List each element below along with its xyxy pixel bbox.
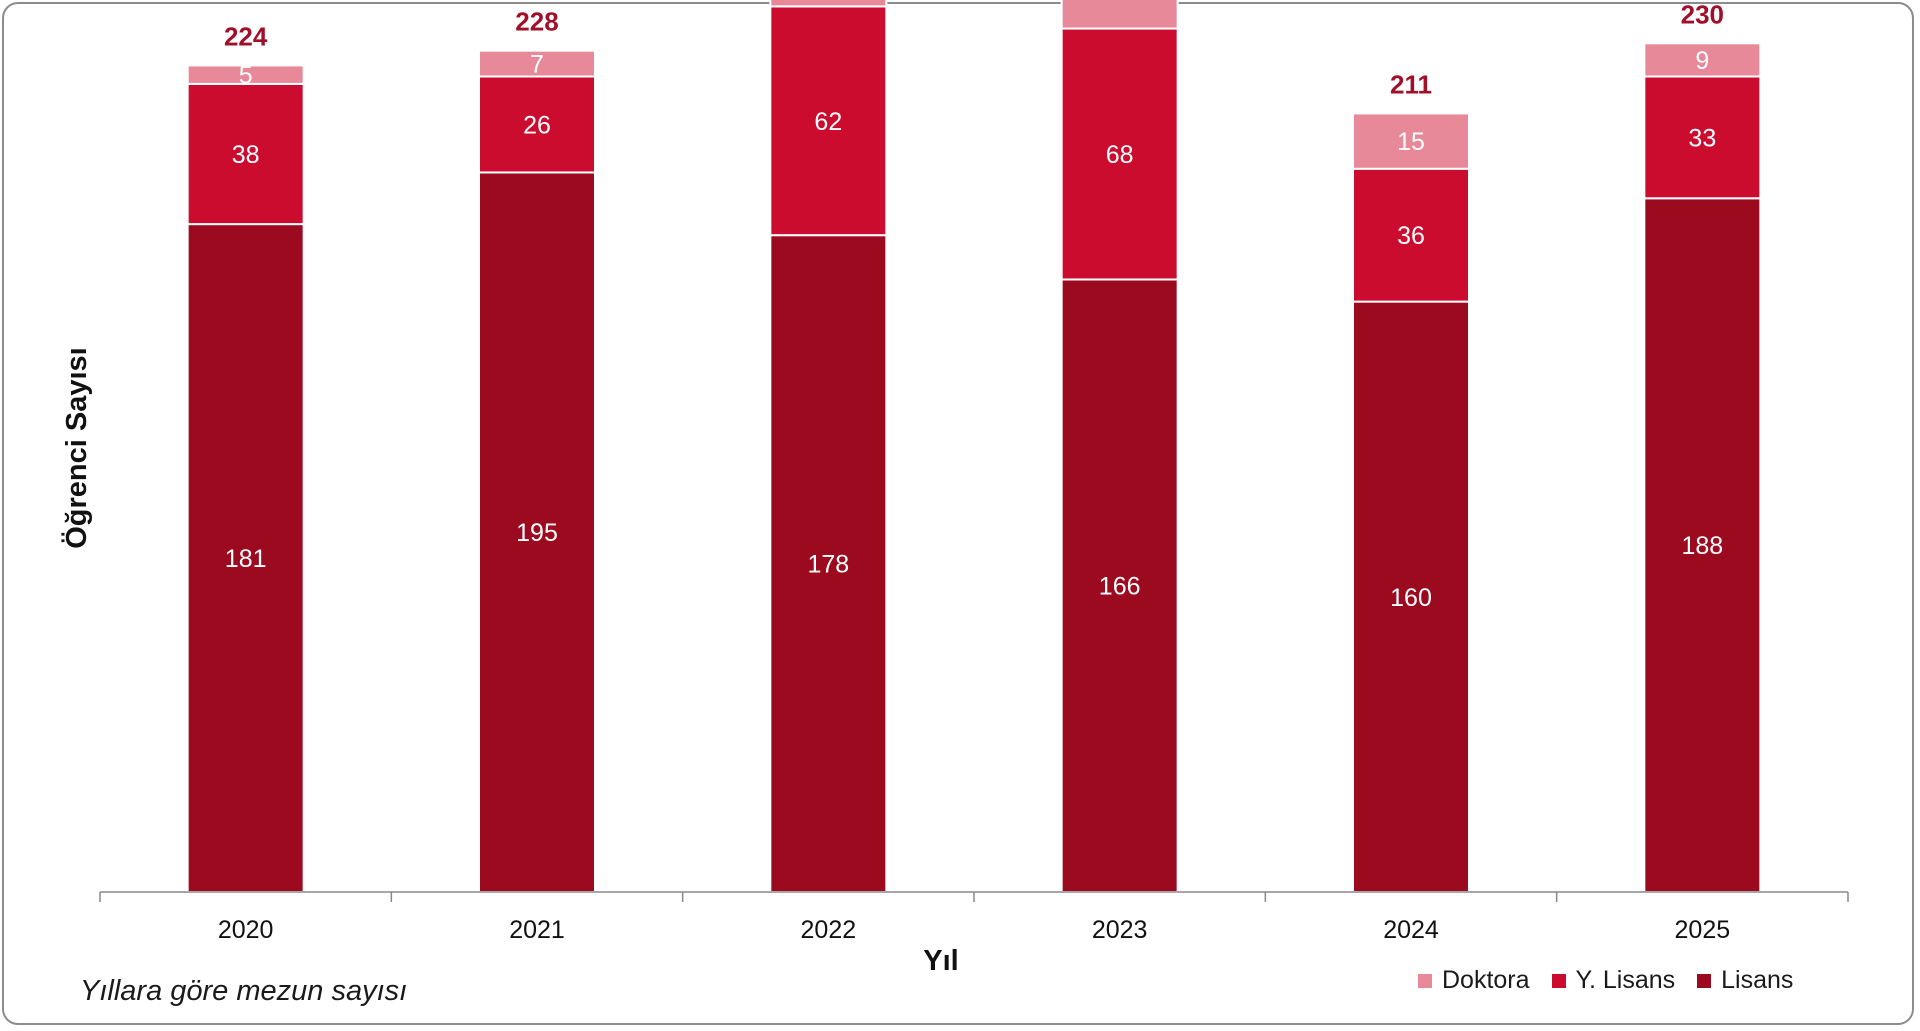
bar-segment-doktora [769, 0, 888, 8]
x-tick-label: 2023 [1092, 916, 1148, 944]
data-label: 160 [1390, 584, 1432, 612]
bars-layer: 1813852241952672281786292491666824258160… [186, 0, 1762, 894]
legend-label: Doktora [1442, 966, 1530, 994]
total-label: 228 [515, 7, 558, 37]
bar-segment-lisans [769, 234, 888, 893]
legend-swatch [1551, 973, 1566, 988]
legend-item: Doktora [1418, 966, 1530, 995]
data-label: 188 [1681, 532, 1723, 560]
legend: Doktora Y. Lisans Lisans [1418, 966, 1815, 995]
bar-segment-y-lisans [478, 75, 596, 174]
bar-segment-doktora [478, 49, 596, 78]
bar-segment-lisans [186, 223, 305, 894]
chart-caption: Yıllara göre mezun sayısı [80, 975, 408, 1007]
data-label: 15 [1397, 128, 1425, 156]
total-label: 230 [1681, 0, 1724, 29]
bar-segment-y-lisans [1060, 27, 1179, 281]
bar-segment-lisans [1643, 197, 1762, 893]
data-label: 166 [1099, 573, 1141, 601]
x-tick-label: 2025 [1675, 916, 1731, 944]
data-label: 26 [523, 111, 551, 139]
bar-segment-y-lisans [769, 5, 888, 237]
bar-segment-doktora [1352, 112, 1470, 170]
bar-segment-y-lisans [1352, 167, 1470, 303]
x-tick-label: 2024 [1383, 916, 1439, 944]
x-axis: 2020 2021 2022 2023 2024 2025 [99, 891, 1849, 944]
total-label: 211 [1390, 69, 1432, 99]
data-label: 5 [239, 62, 253, 90]
legend-label: Y. Lisans [1575, 966, 1676, 994]
data-label: 36 [1397, 222, 1425, 250]
data-label: 7 [530, 51, 544, 79]
y-axis-label: Öğrenci Sayısı [60, 347, 93, 549]
legend-swatch [1418, 973, 1432, 988]
bar-segment-doktora [1060, 0, 1179, 30]
data-label: 9 [821, 0, 835, 5]
legend-item: Y. Lisans [1551, 966, 1676, 995]
legend-swatch [1697, 973, 1712, 988]
legend-label: Lisans [1721, 966, 1794, 994]
total-label: 224 [224, 21, 268, 51]
bar-segment-lisans [1352, 300, 1470, 894]
bar-segment-doktora [186, 64, 305, 85]
bar-segment-lisans [1060, 278, 1179, 893]
data-label: 62 [814, 108, 842, 136]
data-label: 178 [807, 551, 849, 579]
x-tick-label: 2022 [801, 916, 857, 944]
data-label: 68 [1106, 141, 1134, 169]
data-label: 181 [225, 545, 267, 573]
x-tick-label: 2020 [218, 916, 274, 944]
legend-item: Lisans [1697, 966, 1793, 995]
data-label: 33 [1688, 124, 1716, 152]
x-axis-label: Yıl [923, 945, 958, 977]
data-label: 9 [1695, 47, 1709, 75]
data-label: 195 [516, 519, 558, 547]
data-label: 38 [232, 141, 260, 169]
bar-segment-lisans [478, 171, 596, 893]
x-tick-label: 2021 [509, 916, 565, 944]
bar-segment-doktora [1643, 42, 1762, 78]
